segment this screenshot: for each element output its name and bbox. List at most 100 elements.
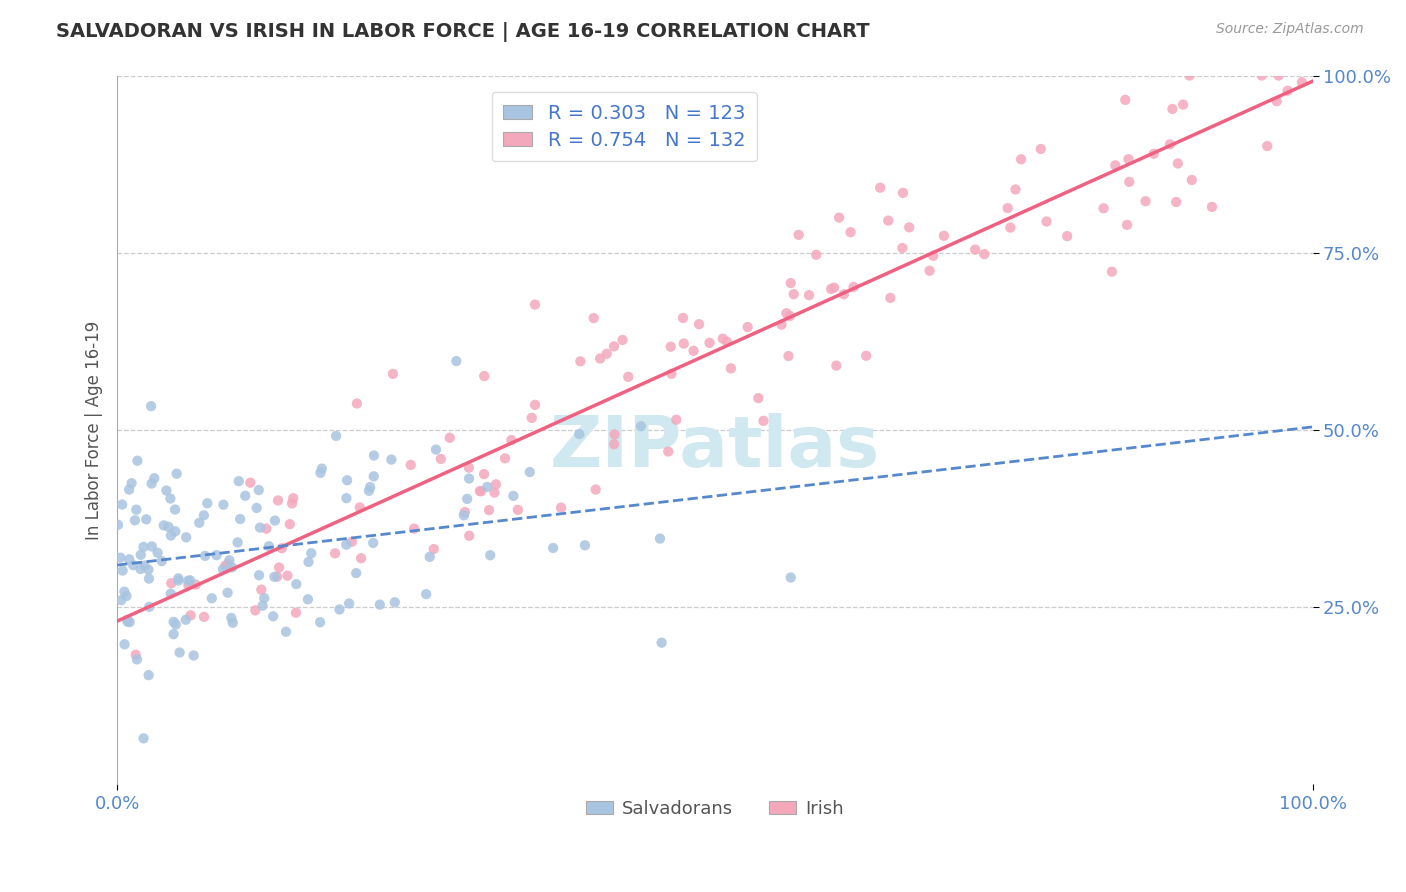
Point [139, 399, 162, 413]
Point [1114, 93, 1136, 107]
Point [630, 419, 652, 434]
Point [1143, 146, 1166, 161]
Point [478, 503, 501, 517]
Point [163, 615, 186, 629]
Point [1029, 142, 1052, 156]
Point [249, 520, 271, 534]
Point [138, 572, 160, 586]
Point [212, 562, 235, 576]
Point [520, 410, 543, 425]
Point [720, 361, 742, 376]
Point [550, 500, 572, 515]
Point [1178, 69, 1201, 83]
Point [1250, 69, 1272, 83]
Point [458, 529, 481, 543]
Point [335, 491, 357, 505]
Point [135, 512, 157, 526]
Point [922, 249, 945, 263]
Point [146, 546, 169, 560]
Point [661, 367, 683, 381]
Point [160, 528, 183, 542]
Point [891, 241, 914, 255]
Point [177, 574, 200, 588]
Point [582, 311, 605, 326]
Point [855, 349, 877, 363]
Point [596, 347, 619, 361]
Point [1035, 214, 1057, 228]
Point [1265, 94, 1288, 108]
Point [659, 340, 682, 354]
Point [124, 513, 146, 527]
Point [159, 587, 181, 601]
Point [1116, 218, 1139, 232]
Point [380, 452, 402, 467]
Point [160, 576, 183, 591]
Point [328, 602, 350, 616]
Point [167, 574, 190, 588]
Point [617, 369, 640, 384]
Point [274, 624, 297, 639]
Point [110, 550, 132, 565]
Point [825, 359, 848, 373]
Point [247, 483, 270, 497]
Point [1277, 84, 1299, 98]
Point [340, 534, 363, 549]
Point [195, 496, 218, 510]
Point [350, 551, 373, 566]
Point [270, 541, 292, 556]
Point [278, 517, 301, 532]
Point [217, 557, 239, 571]
Point [193, 610, 215, 624]
Point [226, 535, 249, 549]
Point [363, 469, 385, 483]
Point [129, 548, 152, 562]
Point [752, 414, 775, 428]
Point [134, 558, 156, 573]
Point [138, 599, 160, 614]
Point [665, 413, 688, 427]
Point [162, 627, 184, 641]
Point [1167, 156, 1189, 170]
Point [201, 591, 224, 606]
Point [1118, 153, 1140, 167]
Point [276, 568, 298, 582]
Point [118, 483, 141, 497]
Point [1118, 175, 1140, 189]
Point [217, 585, 239, 599]
Point [797, 288, 820, 302]
Point [1000, 220, 1022, 235]
Point [574, 538, 596, 552]
Point [325, 429, 347, 443]
Point [138, 668, 160, 682]
Point [357, 483, 380, 498]
Point [501, 433, 523, 447]
Point [494, 451, 516, 466]
Legend: Salvadorans, Irish: Salvadorans, Irish [579, 793, 851, 825]
Point [150, 554, 173, 568]
Point [404, 522, 426, 536]
Point [179, 574, 201, 588]
Point [446, 354, 468, 368]
Point [159, 491, 181, 506]
Point [832, 287, 855, 301]
Point [166, 467, 188, 481]
Point [110, 593, 132, 607]
Point [228, 474, 250, 488]
Point [174, 530, 197, 544]
Point [112, 584, 135, 599]
Point [118, 615, 141, 629]
Point [188, 516, 211, 530]
Point [823, 280, 845, 294]
Point [716, 334, 738, 349]
Point [898, 220, 921, 235]
Point [519, 465, 541, 479]
Point [157, 520, 180, 534]
Point [152, 518, 174, 533]
Point [111, 498, 134, 512]
Point [335, 538, 357, 552]
Point [245, 603, 267, 617]
Point [132, 540, 155, 554]
Point [257, 539, 280, 553]
Point [183, 648, 205, 663]
Point [107, 517, 129, 532]
